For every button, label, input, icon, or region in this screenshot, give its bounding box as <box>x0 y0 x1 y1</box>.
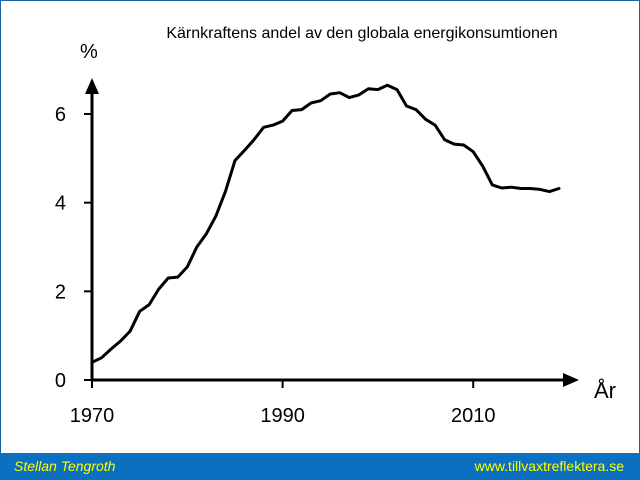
chart: Kärnkraftens andel av den globala energi… <box>55 25 616 427</box>
author-credit: Stellan Tengroth <box>14 458 116 474</box>
y-tick-label: 4 <box>55 193 66 215</box>
x-tick-label: 1990 <box>260 405 305 427</box>
chart-title: Kärnkraftens andel av den globala energi… <box>166 25 557 42</box>
website-link[interactable]: www.tillvaxtreflektera.se <box>474 458 624 474</box>
footer-bar: Stellan Tengroth www.tillvaxtreflektera.… <box>0 453 640 480</box>
y-axis-label: % <box>80 41 98 63</box>
x-axis-label: År <box>594 378 616 403</box>
series-line-0 <box>90 83 561 364</box>
y-tick-label: 6 <box>55 104 66 126</box>
y-axis-arrowhead <box>85 78 99 94</box>
y-tick-label: 2 <box>55 281 66 303</box>
x-axis-arrowhead <box>563 373 579 387</box>
y-tick-label: 0 <box>55 370 66 392</box>
x-tick-label: 2010 <box>451 405 496 427</box>
x-tick-label: 1970 <box>70 405 115 427</box>
